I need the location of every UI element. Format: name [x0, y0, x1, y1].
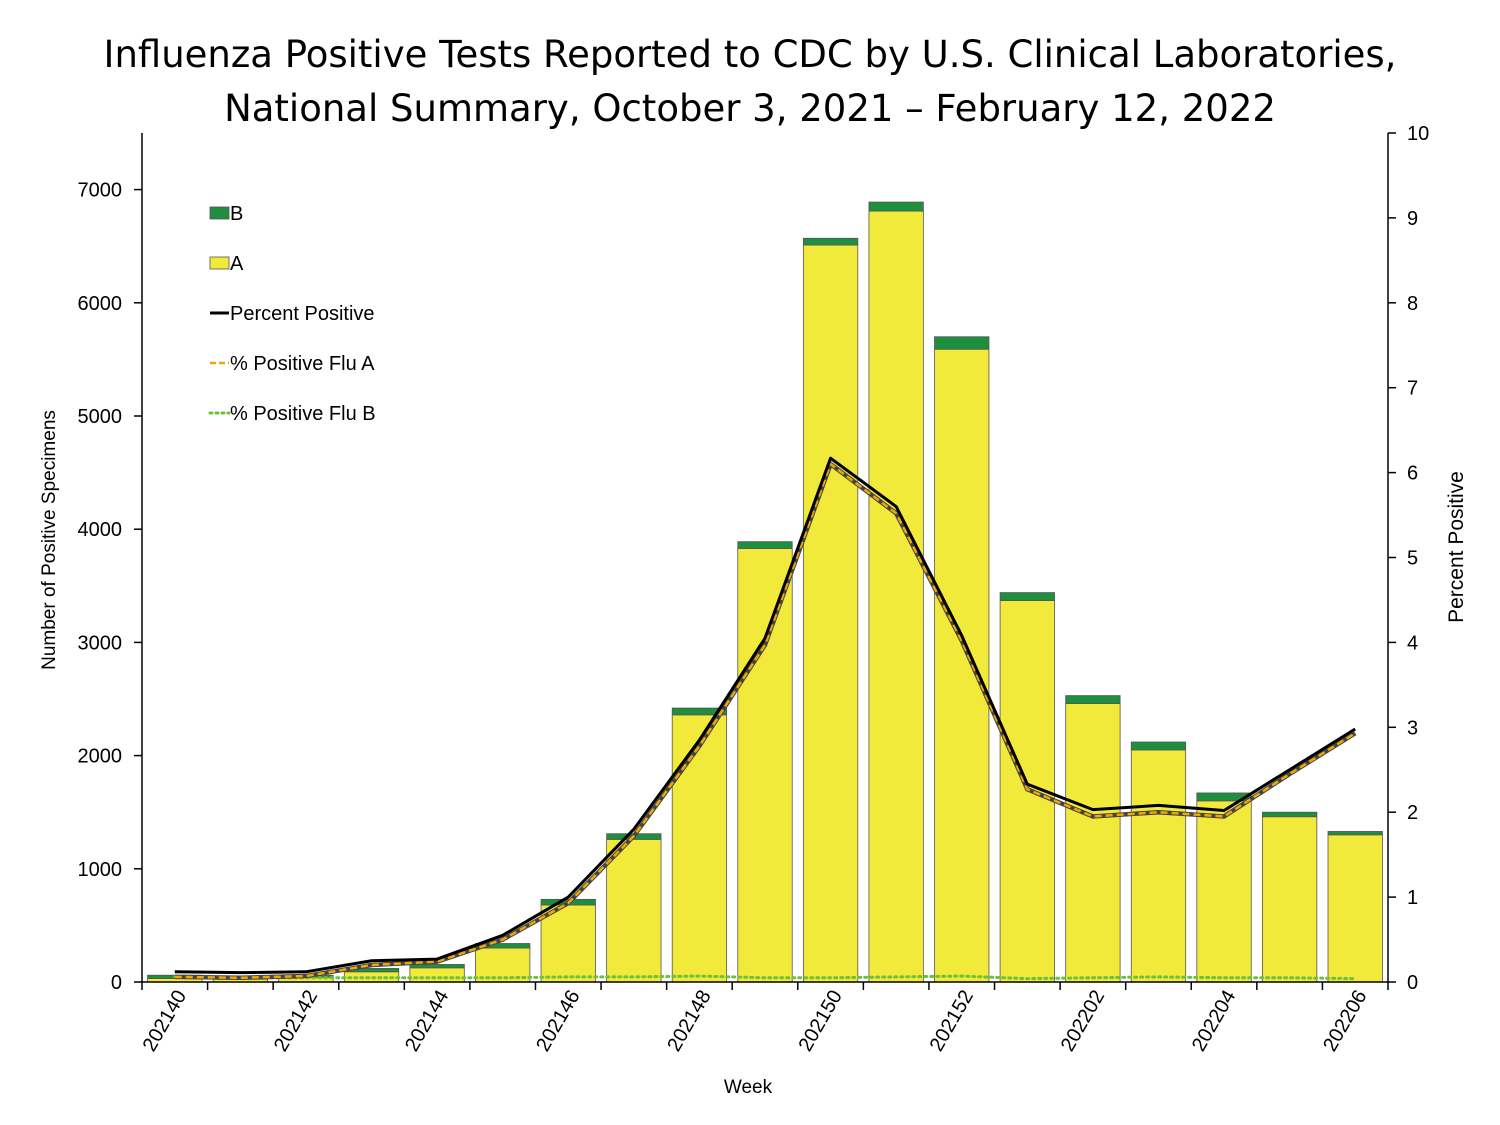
bar-b-202144	[409, 964, 465, 969]
x-tick-label-202206: 202206	[1319, 987, 1371, 1056]
bar-b-202202	[1065, 695, 1121, 704]
legend-swatch-a	[209, 256, 230, 270]
bar-b-202150	[802, 237, 859, 246]
bar-a-202152	[934, 348, 990, 983]
y-tick-label-6000: 6000	[78, 293, 123, 315]
y2-tick-label-8: 8	[1407, 293, 1418, 315]
bar-a-202146	[540, 904, 596, 983]
bar-a-202147	[606, 838, 662, 983]
bar-b-202203	[1130, 741, 1187, 751]
y-tick-label-7000: 7000	[78, 180, 123, 202]
y-axis-label: Number of Positive Specimens	[39, 410, 60, 670]
bar-a-202145	[475, 947, 531, 983]
legend-label-positive-flu-b: % Positive Flu B	[230, 403, 376, 425]
y2-tick-label-7: 7	[1407, 378, 1418, 400]
x-tick-label-202204: 202204	[1188, 987, 1240, 1056]
y2-tick-label-3: 3	[1407, 717, 1418, 739]
bar-a-202205	[1262, 816, 1318, 983]
bars-group	[147, 201, 1383, 983]
bar-b-202152	[934, 336, 990, 350]
y-tick-label-1000: 1000	[78, 859, 123, 881]
legend-label-positive-flu-a: % Positive Flu A	[230, 353, 375, 375]
y-tick-label-3000: 3000	[78, 632, 123, 654]
legend-label-percent-positive: Percent Positive	[230, 303, 375, 325]
legend-label-a: A	[230, 253, 244, 275]
x-tick-label-202146: 202146	[532, 987, 584, 1056]
bar-b-202149	[737, 541, 793, 549]
y-tick-label-2000: 2000	[78, 746, 123, 768]
y2-tick-label-4: 4	[1407, 632, 1418, 654]
chart-title-line-2: National Summary, October 3, 2021 – Febr…	[224, 87, 1276, 130]
bar-b-202205	[1262, 811, 1318, 818]
legend-label-b: B	[230, 203, 243, 225]
bar-b-202201	[999, 592, 1055, 601]
line-percent-positive-flu-a-outline	[174, 460, 1357, 981]
bar-a-202151	[868, 210, 924, 983]
y2-tick-label-1: 1	[1407, 887, 1418, 909]
y2-tick-label-9: 9	[1407, 208, 1418, 230]
y2-tick-label-10: 10	[1407, 123, 1429, 145]
bar-b-202148	[671, 707, 728, 716]
bar-a-202203	[1130, 749, 1187, 983]
bar-a-202150	[802, 244, 859, 983]
lines-group	[173, 456, 1357, 981]
x-axis-label: Week	[724, 1077, 773, 1098]
y2-tick-label-5: 5	[1407, 548, 1418, 570]
bar-b-202206	[1327, 831, 1383, 836]
bar-a-202148	[671, 714, 728, 983]
bar-a-202204	[1196, 800, 1252, 983]
legend-swatch-b	[209, 206, 230, 220]
x-tick-label-202142: 202142	[270, 987, 322, 1056]
chart-title: Influenza Positive Tests Reported to CDC…	[0, 28, 1500, 136]
y-tick-label-4000: 4000	[78, 519, 123, 541]
bar-a-202149	[737, 548, 793, 983]
bar-a-202202	[1065, 703, 1121, 983]
x-tick-label-202140: 202140	[139, 987, 191, 1056]
bar-a-202144	[409, 967, 465, 983]
bar-a-202206	[1327, 834, 1383, 983]
chart-title-line-1: Influenza Positive Tests Reported to CDC…	[103, 33, 1397, 76]
y2-tick-label-6: 6	[1407, 463, 1418, 485]
y2-axis-label: Percent Positive	[1445, 471, 1468, 623]
x-tick-label-202152: 202152	[926, 987, 978, 1056]
x-tick-label-202202: 202202	[1057, 987, 1109, 1056]
line-percent-positive	[174, 456, 1357, 975]
bar-b-202151	[868, 201, 924, 212]
y2-tick-label-2: 2	[1407, 802, 1418, 824]
x-tick-label-202150: 202150	[794, 987, 846, 1056]
x-tick-label-202144: 202144	[401, 987, 453, 1056]
y2-tick-label-0: 0	[1407, 972, 1418, 994]
line-percent-positive-flu-b	[173, 974, 1357, 981]
y-tick-label-5000: 5000	[78, 406, 123, 428]
y-tick-label-0: 0	[111, 972, 122, 994]
legend: B A Percent Positive % Positive Flu A % Posi…	[208, 203, 376, 425]
x-tick-label-202148: 202148	[663, 987, 715, 1056]
